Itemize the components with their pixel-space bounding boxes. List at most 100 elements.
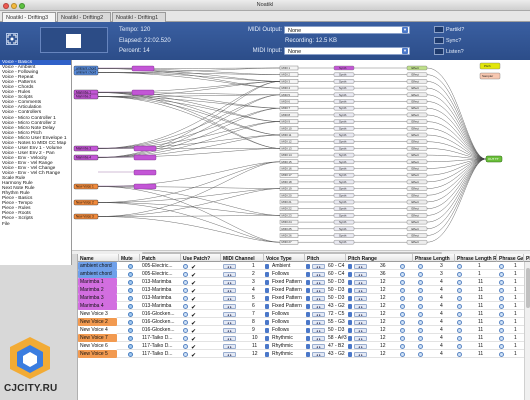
- parameter-view-item[interactable]: Voice - Micro Controller 1: [2, 115, 56, 121]
- voice-type-value[interactable]: Follows: [272, 319, 289, 325]
- voice-node[interactable]: [73, 183, 99, 190]
- pitch-range-stepper[interactable]: ◂ ▸: [354, 295, 367, 301]
- mute-toggle[interactable]: [128, 303, 133, 309]
- parameter-view-item[interactable]: Voice - Micro Pitch: [2, 130, 42, 136]
- voice-type-select-icon[interactable]: [265, 343, 269, 349]
- parameter-view-item[interactable]: Rhythm Rule: [2, 191, 30, 197]
- zoom-window-button[interactable]: [19, 2, 25, 9]
- pitch-range-stepper[interactable]: ◂ ▸: [354, 303, 367, 309]
- pitch-range-value[interactable]: 12: [380, 295, 386, 301]
- phrase-length-dot[interactable]: [418, 335, 423, 341]
- phrase-length-range-value[interactable]: 1: [478, 263, 481, 269]
- mute-toggle[interactable]: [128, 263, 133, 269]
- parameter-view-item[interactable]: Voice - Ambient: [2, 65, 36, 71]
- voice-node[interactable]: [73, 145, 99, 152]
- mute-toggle[interactable]: [128, 319, 133, 325]
- pitch-value[interactable]: 43 - G2: [328, 303, 345, 309]
- midi-channel-value[interactable]: 8: [252, 319, 255, 325]
- phrase-length-range-dot[interactable]: [457, 327, 462, 333]
- phrase-length-dot[interactable]: [418, 279, 423, 285]
- patch-value[interactable]: 013-Marimba: [142, 303, 172, 309]
- midi-channel-value[interactable]: 2: [252, 271, 255, 277]
- pitch-select-icon[interactable]: [306, 319, 310, 325]
- parameter-view-item[interactable]: Piece - Roots: [2, 211, 31, 217]
- pitch-select-icon[interactable]: [306, 351, 310, 357]
- pitch-range-stepper[interactable]: ◂ ▸: [354, 279, 367, 285]
- use-patch-checkmark-icon[interactable]: ✔: [191, 328, 197, 335]
- phrase-gaps-value[interactable]: 1: [514, 263, 517, 269]
- pitch-range-value[interactable]: 12: [380, 311, 386, 317]
- channel-stepper[interactable]: ◂ ▸: [223, 303, 236, 309]
- phrase-gaps-dot[interactable]: [499, 343, 504, 349]
- voice-type-select-icon[interactable]: [265, 351, 269, 357]
- patch-value[interactable]: 005-Electric...: [142, 263, 173, 269]
- phrase-length-dot[interactable]: [418, 311, 423, 317]
- channel-stepper[interactable]: ◂ ▸: [223, 271, 236, 277]
- channel-stepper[interactable]: ◂ ▸: [223, 279, 236, 285]
- range-select-icon[interactable]: [348, 319, 352, 325]
- use-patch-checkmark-icon[interactable]: ✔: [191, 280, 197, 287]
- pitch-range-dot[interactable]: [400, 327, 405, 333]
- pitch-stepper[interactable]: ◂ ▸: [312, 263, 325, 269]
- patch-dot[interactable]: [183, 287, 188, 293]
- channel-stepper[interactable]: ◂ ▸: [223, 343, 236, 349]
- table-row[interactable]: New Voice 5 117-Taiko D... ✔ ◂ ▸ 12 Rhythmic ◂…: [78, 350, 530, 359]
- pitch-range-stepper[interactable]: ◂ ▸: [354, 327, 367, 333]
- voice-type-value[interactable]: Follows: [272, 271, 289, 277]
- midi-channel-value[interactable]: 11: [252, 343, 258, 349]
- pitch-select-icon[interactable]: [306, 287, 310, 293]
- voice-name[interactable]: Marimba 1: [78, 278, 117, 286]
- voice-type-select-icon[interactable]: [265, 311, 269, 317]
- parameter-view-item[interactable]: Voice - Scripts: [2, 95, 33, 101]
- patch-dot[interactable]: [183, 279, 188, 285]
- parameter-view-item[interactable]: Voice - Micro Controller 2: [2, 120, 56, 126]
- patch-dot[interactable]: [183, 343, 188, 349]
- phrase-gaps-dot[interactable]: [499, 287, 504, 293]
- use-patch-checkmark-icon[interactable]: ✔: [191, 344, 197, 351]
- pitch-value[interactable]: 47 - B2: [328, 343, 345, 349]
- phrase-length-value[interactable]: 3: [440, 263, 443, 269]
- parameter-view-item[interactable]: Next Note Rule: [2, 186, 35, 192]
- voice-sub-node[interactable]: [131, 89, 155, 96]
- phrase-gaps-value[interactable]: 1: [514, 319, 517, 325]
- pitch-range-value[interactable]: 12: [380, 327, 386, 333]
- pitch-range-stepper[interactable]: ◂ ▸: [354, 351, 367, 357]
- midi-channel-value[interactable]: 6: [252, 303, 255, 309]
- parameter-view-item[interactable]: Voice - Comments: [2, 100, 42, 106]
- phrase-length-value[interactable]: 4: [440, 287, 443, 293]
- phrase-length-range-value[interactable]: 11: [478, 327, 484, 333]
- voice-name[interactable]: Marimba 4: [78, 302, 117, 310]
- voice-type-select-icon[interactable]: [265, 287, 269, 293]
- midi-channel-value[interactable]: 7: [252, 311, 255, 317]
- phrase-gaps-dot[interactable]: [499, 271, 504, 277]
- column-header[interactable]: Patch: [140, 254, 181, 262]
- midi-channel-value[interactable]: 5: [252, 295, 255, 301]
- voice-type-value[interactable]: Rhythmic: [272, 351, 293, 357]
- midi-channel-value[interactable]: 9: [252, 327, 255, 333]
- phrase-length-range-value[interactable]: 1: [478, 271, 481, 277]
- voice-type-select-icon[interactable]: [265, 327, 269, 333]
- pitch-range-value[interactable]: 12: [380, 303, 386, 309]
- pitch-range-stepper[interactable]: ◂ ▸: [354, 319, 367, 325]
- range-select-icon[interactable]: [348, 311, 352, 317]
- use-patch-checkmark-icon[interactable]: ✔: [191, 288, 197, 295]
- range-select-icon[interactable]: [348, 343, 352, 349]
- phrase-length-range-dot[interactable]: [457, 271, 462, 277]
- patch-value[interactable]: 016-Glocken...: [142, 319, 175, 325]
- mute-toggle[interactable]: [128, 343, 133, 349]
- channel-stepper[interactable]: ◂ ▸: [223, 263, 236, 269]
- voice-sub-node[interactable]: [131, 65, 155, 72]
- pitch-stepper[interactable]: ◂ ▸: [312, 279, 325, 285]
- voice-name[interactable]: New Voice 2: [78, 318, 117, 326]
- midi-channel-value[interactable]: 3: [252, 279, 255, 285]
- pitch-range-dot[interactable]: [400, 311, 405, 317]
- parameter-view-item[interactable]: Voice - Env - Vel Ch Range: [2, 171, 61, 177]
- parameter-view-item[interactable]: Voice - Rules: [2, 90, 31, 96]
- phrase-length-range-value[interactable]: 11: [478, 335, 484, 341]
- phrase-length-range-dot[interactable]: [457, 319, 462, 325]
- phrase-length-dot[interactable]: [418, 303, 423, 309]
- close-window-button[interactable]: [3, 2, 9, 9]
- patch-value[interactable]: 117-Taiko D...: [142, 343, 173, 349]
- voice-type-select-icon[interactable]: [265, 295, 269, 301]
- pitch-range-value[interactable]: 12: [380, 279, 386, 285]
